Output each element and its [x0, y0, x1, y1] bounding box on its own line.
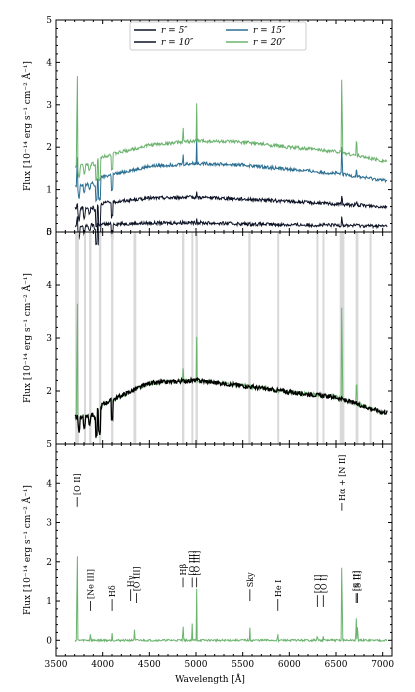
x-tick-label: 4500	[138, 660, 161, 670]
x-tick-label: 7000	[371, 660, 394, 670]
annotation-label-0: [O II]	[73, 473, 82, 495]
legend-entry-0: r = 5″	[161, 26, 188, 36]
panel-middle: 2 3 4 5 Flux [10⁻¹⁴ erg s⁻¹ cm⁻² Å⁻¹]	[21, 228, 393, 445]
series-line-top-3	[74, 76, 388, 182]
annotation-label-10: [O I]	[313, 575, 322, 594]
y-tick-label: 4	[46, 281, 52, 291]
annotation-label-12: Hα + [N II]	[338, 455, 347, 501]
y-tick-label: 5	[46, 16, 52, 26]
annotation-label-3: Hγ	[127, 575, 136, 587]
y-tick-label: 3	[46, 519, 52, 529]
masked-region-14	[355, 232, 359, 444]
y-tick-label: 0	[46, 228, 52, 238]
masked-region-6	[182, 232, 185, 444]
legend-entry-1: r = 15″	[253, 26, 286, 36]
annotation-label-14: [S II]	[354, 571, 363, 592]
x-tick-label: 6500	[325, 660, 348, 670]
masked-region-3	[98, 232, 102, 444]
annotation-label-13: [S II]	[352, 571, 361, 592]
x-tick-label: 5500	[231, 660, 254, 670]
y-tick-label: 2	[46, 558, 52, 568]
annotation-label-9: He I	[274, 580, 283, 597]
y-axis-label-top: Flux [10⁻¹⁴ erg s⁻¹ cm⁻² Å⁻¹]	[21, 61, 33, 191]
series-line-top-1	[74, 191, 388, 228]
annotation-label-2: Hδ	[108, 585, 117, 597]
y-tick-label: 1	[46, 186, 52, 196]
y-axis-label-bottom: Flux [10⁻¹⁴ erg s⁻¹ cm⁻² Å⁻¹]	[21, 485, 33, 615]
y-tick-label: 0	[46, 636, 52, 646]
panel-top: 0 1 2 3 4 5 Flux [10⁻¹⁴ erg s⁻¹ cm⁻² Å⁻¹] r = 5…	[21, 16, 393, 247]
annotation-label-11: [O I]	[319, 575, 328, 594]
x-tick-label: 3500	[45, 660, 68, 670]
y-tick-label: 5	[46, 440, 52, 450]
masked-region-9	[248, 232, 251, 444]
masked-region-11	[316, 232, 319, 444]
masked-region-15	[369, 232, 372, 444]
masked-region-10	[277, 232, 280, 444]
y-tick-label: 1	[46, 597, 52, 607]
masked-region-2	[89, 232, 92, 444]
y-axis-label-middle: Flux [10⁻¹⁴ erg s⁻¹ cm⁻² Å⁻¹]	[21, 273, 33, 403]
y-tick-label: 5	[46, 228, 52, 238]
annotation-label-4: [O III]	[133, 566, 142, 591]
masked-region-7	[191, 232, 194, 444]
annotation-label-1: [Ne III]	[86, 569, 95, 599]
y-tick-label: 3	[46, 334, 52, 344]
x-tick-label: 5000	[185, 660, 208, 670]
masked-region-1	[84, 232, 86, 444]
annotation-label-8: Sky	[246, 572, 255, 587]
y-tick-label: 2	[46, 143, 52, 153]
y-tick-label: 4	[46, 479, 52, 489]
annotation-label-6: [O III]	[188, 551, 197, 576]
annotation-label-5: Hβ	[179, 564, 188, 576]
legend: r = 5″ r = 15″ r = 10″ r = 20″	[129, 21, 307, 51]
legend-box	[129, 21, 307, 51]
series-line-bottom-0	[74, 556, 388, 644]
annotation-label-7: [O III]	[193, 551, 202, 576]
x-tick-label: 4000	[91, 660, 114, 670]
y-tick-label: 3	[46, 101, 52, 111]
series-line-middle-1	[74, 376, 388, 438]
masked-region-12	[322, 232, 325, 444]
legend-entry-3: r = 20″	[253, 38, 286, 48]
y-tick-label: 2	[46, 387, 52, 397]
x-tick-label: 6000	[278, 660, 301, 670]
masked-region-4	[111, 232, 114, 444]
masked-region-5	[133, 232, 137, 444]
series-line-top-0	[74, 216, 388, 247]
y-tick-label: 4	[46, 58, 52, 68]
panel-bottom: 3500 4000 4500 5000 5500 6000 6500 7000 0 1 2 3 4 5 Fl…	[21, 440, 394, 670]
series-line-top-2	[74, 137, 388, 203]
x-axis-label: Wavelength [Å]	[175, 673, 245, 685]
legend-entry-2: r = 10″	[161, 38, 194, 48]
